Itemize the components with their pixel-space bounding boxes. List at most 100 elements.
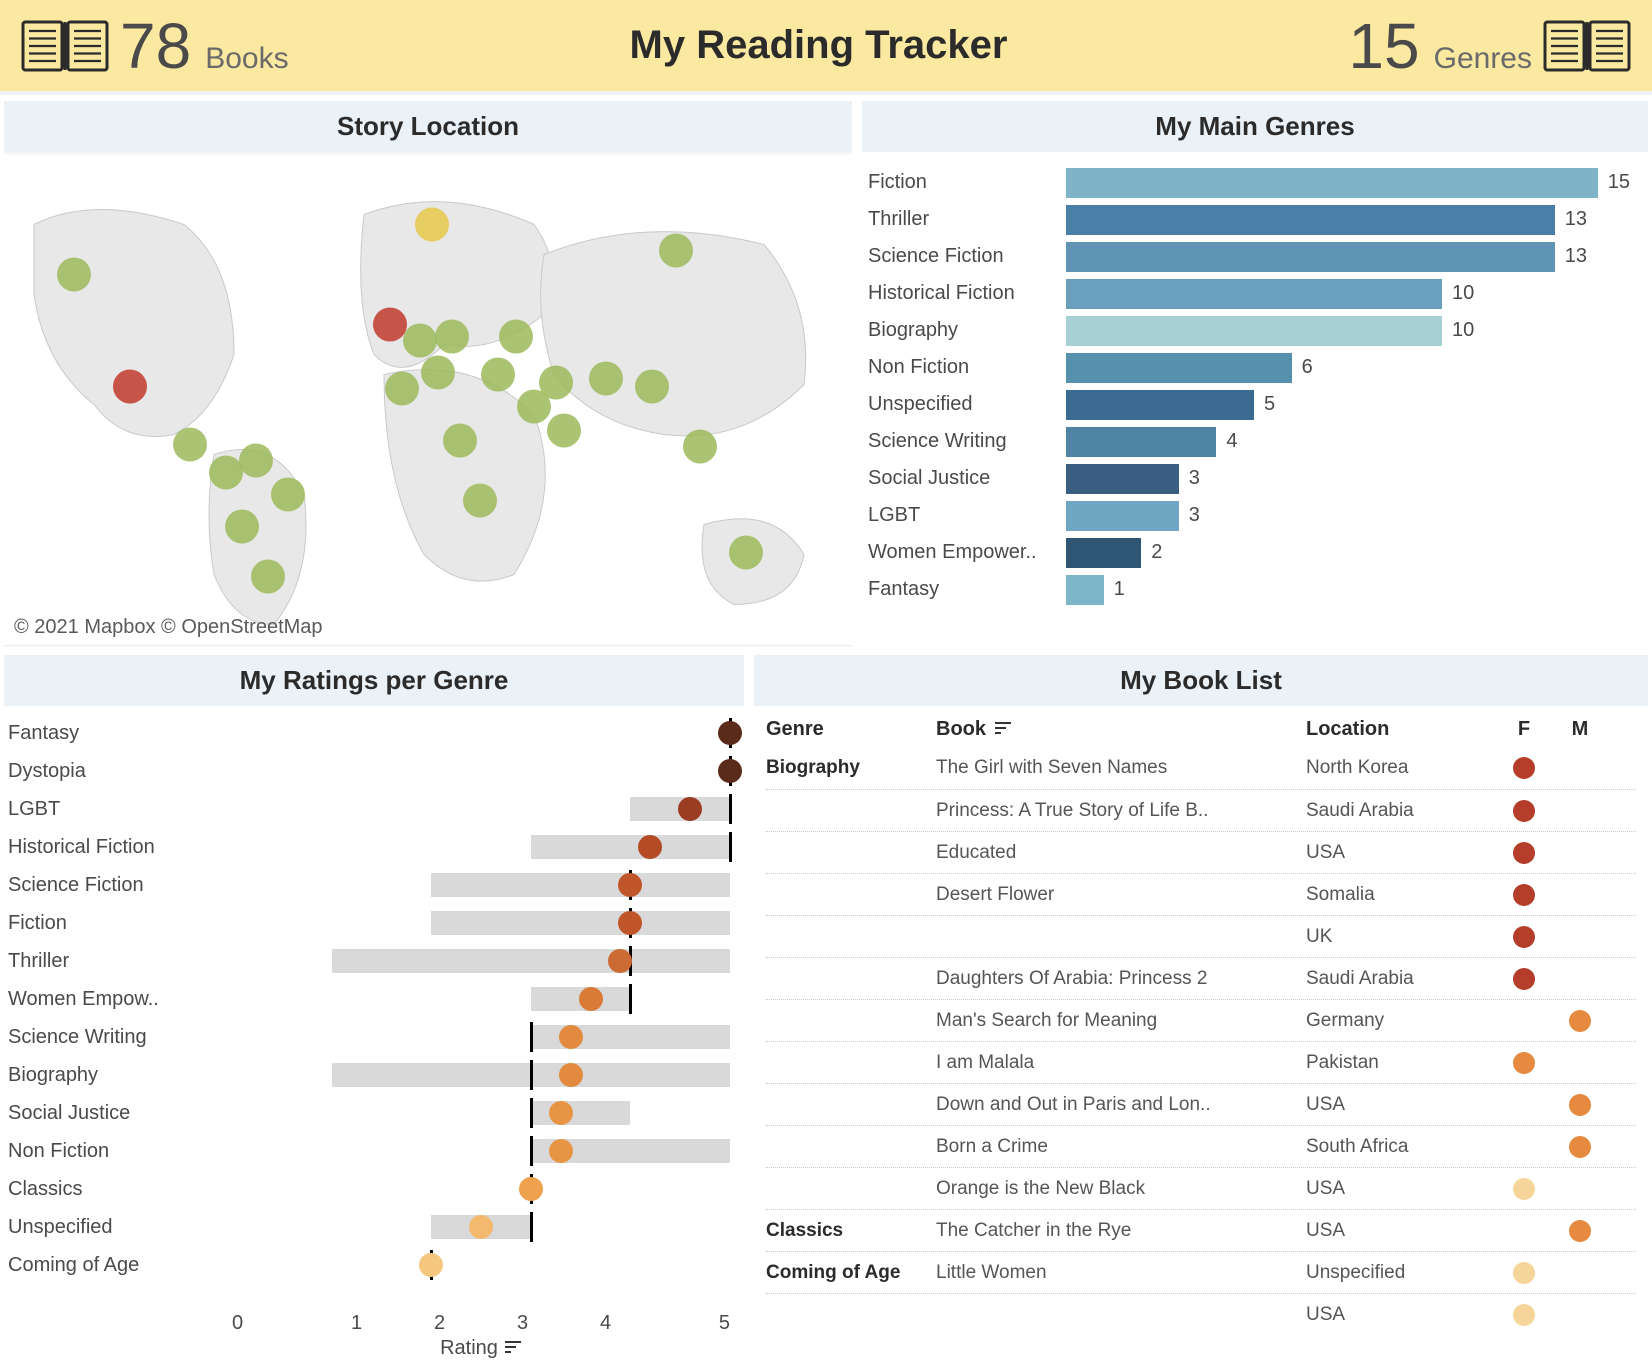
rating-row[interactable]: Classics	[8, 1170, 730, 1208]
table-row[interactable]: Born a CrimeSouth Africa	[766, 1125, 1636, 1167]
col-location[interactable]: Location	[1306, 718, 1496, 741]
map-dot[interactable]	[547, 414, 581, 448]
rating-row[interactable]: Thriller	[8, 942, 730, 980]
map-dot[interactable]	[463, 484, 497, 518]
genre-bar[interactable]	[1066, 279, 1442, 309]
rating-row[interactable]: Coming of Age	[8, 1246, 730, 1284]
rating-avg-dot[interactable]	[559, 1063, 583, 1087]
genre-bar[interactable]	[1066, 353, 1292, 383]
genre-bar-row[interactable]: Social Justice3	[868, 460, 1630, 497]
genre-bar-row[interactable]: Unspecified5	[868, 386, 1630, 423]
rating-avg-dot[interactable]	[618, 911, 642, 935]
map-dot[interactable]	[373, 308, 407, 342]
rating-avg-dot[interactable]	[608, 949, 632, 973]
table-row[interactable]: BiographyThe Girl with Seven NamesNorth …	[766, 747, 1636, 789]
map-dot[interactable]	[239, 444, 273, 478]
rating-row[interactable]: LGBT	[8, 790, 730, 828]
map-dot[interactable]	[499, 320, 533, 354]
table-row[interactable]: USA	[766, 1293, 1636, 1335]
rating-row[interactable]: Science Writing	[8, 1018, 730, 1056]
gender-dot-f[interactable]	[1513, 968, 1535, 990]
rating-avg-dot[interactable]	[469, 1215, 493, 1239]
table-row[interactable]: ClassicsThe Catcher in the RyeUSA	[766, 1209, 1636, 1251]
map-dot[interactable]	[209, 456, 243, 490]
genre-bar[interactable]	[1066, 205, 1555, 235]
rating-avg-dot[interactable]	[579, 987, 603, 1011]
genre-bar-row[interactable]: Science Fiction13	[868, 238, 1630, 275]
map-dot[interactable]	[729, 536, 763, 570]
rating-row[interactable]: Women Empow..	[8, 980, 730, 1018]
rating-row[interactable]: Historical Fiction	[8, 828, 730, 866]
genre-bar-row[interactable]: Non Fiction6	[868, 349, 1630, 386]
rating-avg-dot[interactable]	[549, 1139, 573, 1163]
gender-dot-m[interactable]	[1569, 1094, 1591, 1116]
rating-avg-dot[interactable]	[559, 1025, 583, 1049]
table-row[interactable]: I am MalalaPakistan	[766, 1041, 1636, 1083]
gender-dot-m[interactable]	[1569, 1136, 1591, 1158]
gender-dot-f[interactable]	[1513, 842, 1535, 864]
rating-row[interactable]: Science Fiction	[8, 866, 730, 904]
gender-dot-f[interactable]	[1513, 1052, 1535, 1074]
genre-bar-row[interactable]: Biography10	[868, 312, 1630, 349]
col-genre[interactable]: Genre	[766, 718, 936, 741]
table-row[interactable]: Coming of AgeLittle WomenUnspecified	[766, 1251, 1636, 1293]
genre-bar-row[interactable]: Thriller13	[868, 201, 1630, 238]
rating-avg-dot[interactable]	[718, 759, 742, 783]
table-row[interactable]: UK	[766, 915, 1636, 957]
gender-dot-f[interactable]	[1513, 1262, 1535, 1284]
genre-bar[interactable]	[1066, 316, 1442, 346]
genre-bar[interactable]	[1066, 242, 1555, 272]
rating-avg-dot[interactable]	[549, 1101, 573, 1125]
rating-avg-dot[interactable]	[618, 873, 642, 897]
col-f[interactable]: F	[1496, 718, 1552, 741]
map-dot[interactable]	[659, 234, 693, 268]
gender-dot-m[interactable]	[1569, 1010, 1591, 1032]
rating-row[interactable]: Social Justice	[8, 1094, 730, 1132]
map-dot[interactable]	[443, 424, 477, 458]
genre-bar[interactable]	[1066, 390, 1254, 420]
map-dot[interactable]	[113, 370, 147, 404]
map-dot[interactable]	[385, 372, 419, 406]
rating-row[interactable]: Biography	[8, 1056, 730, 1094]
table-row[interactable]: Man's Search for MeaningGermany	[766, 999, 1636, 1041]
genre-bar[interactable]	[1066, 427, 1216, 457]
table-row[interactable]: Orange is the New BlackUSA	[766, 1167, 1636, 1209]
rating-row[interactable]: Fiction	[8, 904, 730, 942]
table-row[interactable]: Daughters Of Arabia: Princess 2Saudi Ara…	[766, 957, 1636, 999]
genre-bar-row[interactable]: LGBT3	[868, 497, 1630, 534]
world-map[interactable]	[4, 152, 852, 647]
map-dot[interactable]	[403, 324, 437, 358]
genre-bar-row[interactable]: Fiction15	[868, 164, 1630, 201]
book-list-table[interactable]: Genre Book Location F M BiographyThe Gir…	[754, 706, 1648, 1364]
rating-row[interactable]: Fantasy	[8, 714, 730, 752]
rating-row[interactable]: Non Fiction	[8, 1132, 730, 1170]
map-dot[interactable]	[539, 366, 573, 400]
rating-avg-dot[interactable]	[678, 797, 702, 821]
genre-bar[interactable]	[1066, 538, 1141, 568]
table-row[interactable]: Down and Out in Paris and Lon..USA	[766, 1083, 1636, 1125]
gender-dot-f[interactable]	[1513, 926, 1535, 948]
map-dot[interactable]	[683, 430, 717, 464]
map-dot[interactable]	[271, 478, 305, 512]
gender-dot-f[interactable]	[1513, 1304, 1535, 1326]
ratings-chart[interactable]: FantasyDystopiaLGBTHistorical FictionSci…	[4, 706, 744, 1364]
rating-row[interactable]: Dystopia	[8, 752, 730, 790]
map-dot[interactable]	[225, 510, 259, 544]
gender-dot-m[interactable]	[1569, 1220, 1591, 1242]
rating-avg-dot[interactable]	[718, 721, 742, 745]
map-dot[interactable]	[251, 560, 285, 594]
story-location-map[interactable]: © 2021 Mapbox © OpenStreetMap	[4, 152, 852, 647]
genre-bar[interactable]	[1066, 575, 1104, 605]
gender-dot-f[interactable]	[1513, 800, 1535, 822]
map-dot[interactable]	[435, 320, 469, 354]
table-row[interactable]: Princess: A True Story of Life B..Saudi …	[766, 789, 1636, 831]
map-dot[interactable]	[421, 356, 455, 390]
rating-row[interactable]: Unspecified	[8, 1208, 730, 1246]
genre-bar[interactable]	[1066, 501, 1179, 531]
map-dot[interactable]	[589, 362, 623, 396]
genre-bar[interactable]	[1066, 464, 1179, 494]
genre-bar-row[interactable]: Historical Fiction10	[868, 275, 1630, 312]
map-dot[interactable]	[481, 358, 515, 392]
genre-bar[interactable]	[1066, 168, 1598, 198]
map-dot[interactable]	[57, 258, 91, 292]
